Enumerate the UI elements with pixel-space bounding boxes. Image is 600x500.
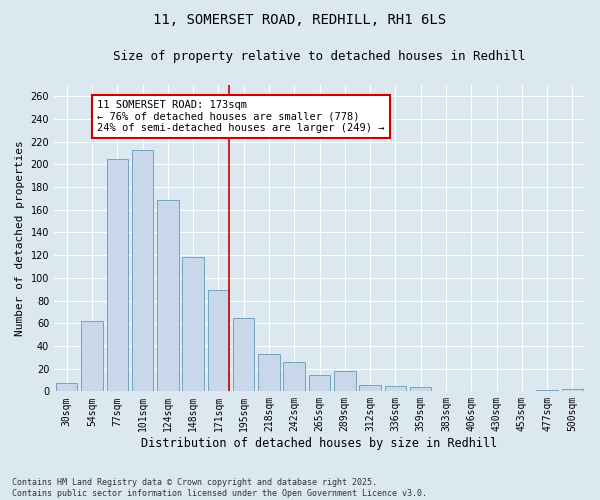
Bar (258, 354, 280, 392)
Bar (359, 384, 381, 392)
Bar (309, 376, 330, 392)
Bar (132, 150, 153, 392)
Text: 11 SOMERSET ROAD: 173sqm
← 76% of detached houses are smaller (778)
24% of semi-: 11 SOMERSET ROAD: 173sqm ← 76% of detach… (97, 100, 385, 133)
Bar (182, 258, 204, 392)
Bar (334, 371, 356, 392)
Bar (56, 384, 77, 392)
Y-axis label: Number of detached properties: Number of detached properties (15, 140, 25, 336)
Bar (81, 321, 103, 392)
Bar (208, 290, 229, 392)
Bar (233, 318, 254, 392)
Bar (536, 390, 558, 392)
Bar (385, 386, 406, 392)
Text: Contains HM Land Registry data © Crown copyright and database right 2025.
Contai: Contains HM Land Registry data © Crown c… (12, 478, 427, 498)
Bar (283, 362, 305, 392)
Bar (410, 387, 431, 392)
Bar (157, 200, 179, 392)
Bar (107, 158, 128, 392)
Text: 11, SOMERSET ROAD, REDHILL, RH1 6LS: 11, SOMERSET ROAD, REDHILL, RH1 6LS (154, 12, 446, 26)
Title: Size of property relative to detached houses in Redhill: Size of property relative to detached ho… (113, 50, 526, 63)
Bar (562, 389, 583, 392)
X-axis label: Distribution of detached houses by size in Redhill: Distribution of detached houses by size … (142, 437, 497, 450)
